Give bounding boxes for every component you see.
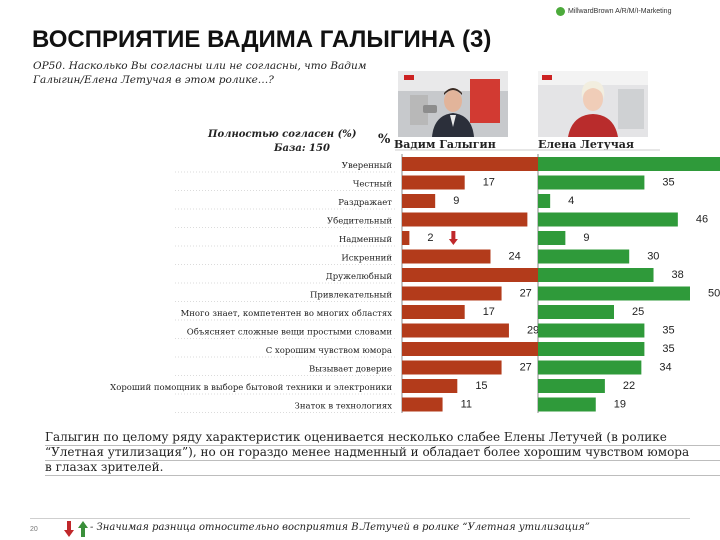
vadim-value-label: 27: [520, 362, 532, 374]
elena-value-label: 50: [708, 288, 720, 300]
vadim-bar: [402, 305, 465, 319]
vadim-bar: [402, 175, 465, 190]
vadim-value-label: 29: [527, 325, 539, 337]
vadim-value-label: 11: [461, 399, 472, 411]
conclusion-text: Галыгин по целому ряду характеристик оце…: [45, 430, 690, 474]
vadim-value-label: 17: [483, 306, 495, 318]
elena-bar: [538, 231, 566, 245]
elena-value-label: 35: [662, 325, 674, 337]
elena-bar: [538, 175, 645, 190]
vadim-bar: [402, 379, 458, 393]
footnote-text: - Значимая разница относительно восприят…: [90, 522, 590, 533]
category-label: Знаток в технологиях: [295, 402, 393, 412]
page-number: 20: [30, 526, 38, 533]
conclusion-rule: [45, 460, 720, 461]
category-label: Много знает, компетентен во многих облас…: [181, 308, 393, 319]
elena-value-label: 35: [662, 177, 674, 189]
category-label: Честный: [353, 180, 392, 190]
logo-dot-icon: [556, 6, 565, 16]
elena-bar: [538, 342, 645, 356]
elena-value-label: 34: [659, 362, 671, 374]
elena-value-label: 4: [568, 195, 574, 207]
footer-divider: [30, 518, 690, 519]
elena-bar: [538, 397, 596, 412]
category-label: Убедительный: [327, 216, 392, 227]
legend-line-1: Полностью согласен (%): [208, 129, 357, 140]
elena-bar: [538, 286, 690, 301]
vadim-value-label: 9: [453, 195, 459, 207]
elena-bar: [538, 212, 678, 227]
elena-bar: [538, 249, 630, 264]
vadim-value-label: 17: [483, 177, 495, 189]
vadim-value-label: 15: [475, 380, 487, 392]
percent-sign: %: [378, 132, 391, 147]
series-name-elena: Елена Летучая: [538, 138, 635, 151]
vadim-bar: [402, 194, 436, 208]
vadim-bar: [402, 249, 491, 264]
logo-text: MillwardBrown A/R/M/I-Marketing: [568, 7, 672, 15]
elena-bar: [538, 323, 645, 338]
category-label: Раздражает: [338, 198, 392, 208]
vadim-value-label: 24: [509, 251, 521, 263]
vadim-bar: [402, 157, 550, 171]
survey-question: ОР50. Насколько Вы согласны или не согла…: [33, 60, 367, 86]
page-title: ВОСПРИЯТИЕ ВАДИМА ГАЛЫГИНА (3): [32, 26, 492, 53]
category-label: Надменный: [339, 235, 392, 245]
elena-value-label: 46: [696, 214, 708, 226]
elena-photo: [538, 71, 648, 137]
elena-value-label: 25: [632, 306, 644, 318]
elena-value-label: 19: [614, 399, 626, 411]
conclusion-text-block: Галыгин по целому ряду характеристик оце…: [45, 430, 720, 476]
legend-line-2: База: 150: [274, 143, 330, 154]
vadim-value-label: 27: [520, 288, 532, 300]
category-label: Привлекательный: [310, 291, 392, 301]
vadim-bar: [402, 268, 554, 282]
vadim-bar: [402, 231, 410, 245]
vadim-bar: [402, 342, 576, 356]
elena-value-label: 38: [672, 269, 684, 281]
category-label: Искренний: [341, 254, 392, 264]
category-label: С хорошим чувством юмора: [266, 346, 392, 356]
elena-value-label: 30: [647, 251, 659, 263]
conclusion-rule: [45, 445, 720, 446]
vadim-value-label: 2: [427, 232, 433, 244]
elena-bar: [538, 157, 720, 171]
vadim-bar: [402, 397, 443, 412]
category-label: Объясняет сложные вещи простыми словами: [187, 327, 393, 338]
series-name-vadim: Вадим Галыгин: [394, 138, 496, 151]
category-label: Уверенный: [342, 161, 393, 171]
elena-bar: [538, 194, 551, 208]
vadim-bar: [402, 212, 528, 227]
category-label: Дружелюбный: [326, 271, 393, 282]
brand-logo: MillwardBrown A/R/M/I-Marketing: [556, 4, 716, 18]
elena-value-label: 35: [662, 343, 674, 355]
vadim-bar: [402, 360, 502, 375]
perception-bar-chart: Уверенный4062Честный1735Раздражает94Убед…: [110, 149, 720, 413]
elena-bar: [538, 268, 654, 282]
vadim-bar: [402, 323, 509, 338]
category-label: Хороший помощник в выборе бытовой техник…: [110, 382, 392, 393]
vadim-photo: [398, 71, 508, 137]
elena-value-label: 22: [623, 380, 635, 392]
elena-value-label: 9: [583, 232, 589, 244]
elena-bar: [538, 360, 642, 375]
elena-bar: [538, 379, 605, 393]
elena-bar: [538, 305, 614, 319]
significance-down-arrow-icon: [448, 231, 458, 245]
category-label: Вызывает доверие: [309, 365, 392, 375]
significance-arrows-icon: [64, 521, 88, 537]
vadim-bar: [402, 286, 502, 301]
conclusion-rule: [45, 475, 720, 476]
